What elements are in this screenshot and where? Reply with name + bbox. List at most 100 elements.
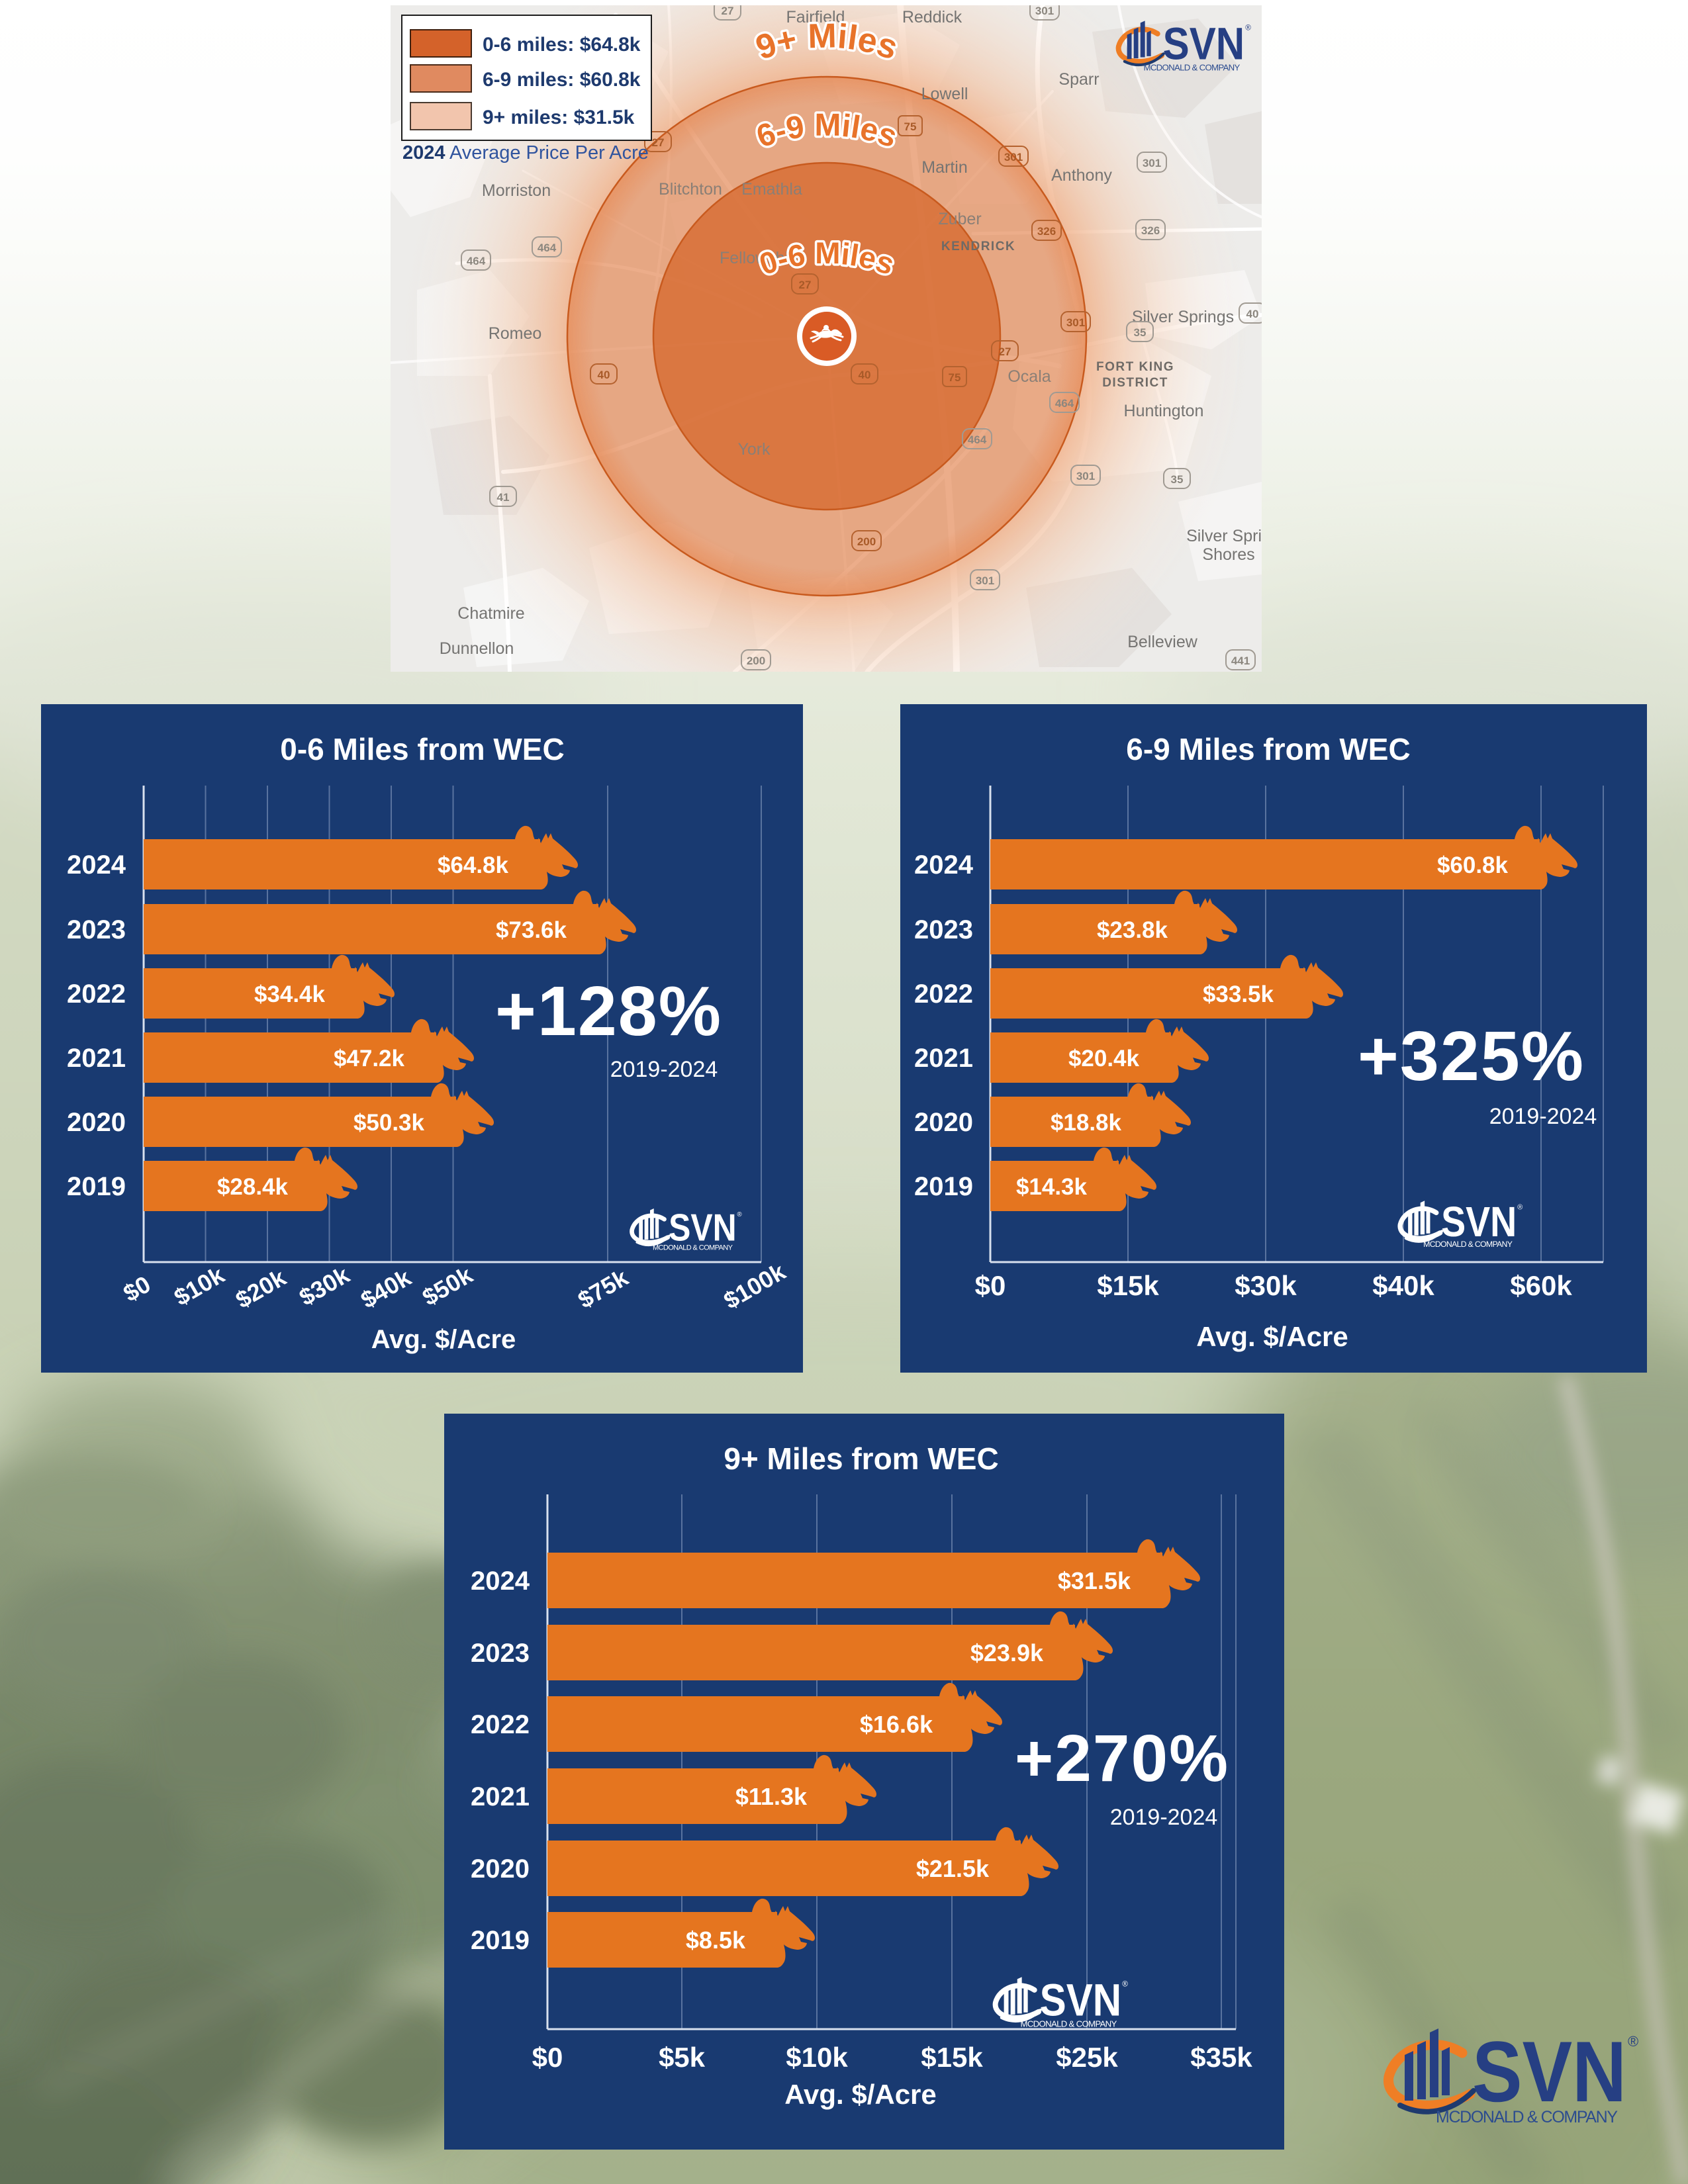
svg-text:$40k: $40k	[356, 1263, 416, 1314]
svg-text:$10k: $10k	[786, 2042, 848, 2073]
svg-text:464: 464	[1055, 397, 1074, 410]
svg-text:+128%: +128%	[495, 972, 722, 1050]
svg-text:$50k: $50k	[418, 1261, 478, 1311]
svg-text:$15k: $15k	[921, 2042, 983, 2073]
svg-text:Martin: Martin	[921, 158, 967, 177]
svg-text:$35k: $35k	[1190, 2042, 1252, 2073]
svg-text:27: 27	[799, 279, 812, 291]
svg-text:Zuber: Zuber	[938, 210, 981, 228]
svg-text:$11.3k: $11.3k	[735, 1783, 808, 1810]
svg-text:2019: 2019	[914, 1172, 973, 1201]
svg-text:2019-2024: 2019-2024	[610, 1057, 718, 1082]
svg-text:$60k: $60k	[1510, 1270, 1572, 1301]
svg-text:$34.4k: $34.4k	[254, 981, 326, 1007]
svg-text:Fellowship: Fellowship	[720, 249, 798, 267]
svg-text:SVN: SVN	[1472, 2023, 1626, 2120]
svg-text:$47.2k: $47.2k	[334, 1046, 405, 1071]
svg-text:York: York	[737, 440, 771, 459]
svg-text:$0: $0	[532, 2042, 563, 2073]
svg-text:Morriston: Morriston	[482, 181, 551, 200]
svg-text:27: 27	[652, 136, 665, 149]
svg-text:Avg. $/Acre: Avg. $/Acre	[784, 2079, 937, 2110]
svg-text:Emathla: Emathla	[741, 180, 802, 199]
svg-text:301: 301	[976, 574, 994, 587]
svg-text:35: 35	[1171, 473, 1184, 486]
svg-text:®: ®	[1628, 2033, 1638, 2050]
svg-text:Fairfield: Fairfield	[786, 8, 845, 26]
svg-text:MCDONALD & COMPANY: MCDONALD & COMPANY	[1436, 2108, 1620, 2126]
svg-text:$28.4k: $28.4k	[217, 1174, 289, 1200]
svg-text:Belleview: Belleview	[1127, 633, 1198, 651]
svg-text:$18.8k: $18.8k	[1051, 1110, 1122, 1136]
svg-text:75: 75	[904, 120, 917, 133]
svg-text:2019: 2019	[67, 1172, 126, 1201]
svg-text:2024: 2024	[914, 850, 974, 880]
svg-text:200: 200	[747, 655, 765, 667]
svg-text:$14.3k: $14.3k	[1016, 1174, 1088, 1200]
svg-text:40: 40	[1246, 308, 1259, 320]
svg-text:$16.6k: $16.6k	[860, 1711, 933, 1738]
svg-text:DISTRICT: DISTRICT	[1102, 376, 1168, 390]
svg-text:+270%: +270%	[1015, 1721, 1229, 1796]
svg-text:301: 301	[1066, 316, 1085, 329]
svg-text:6-9 Miles from WEC: 6-9 Miles from WEC	[1126, 732, 1410, 766]
svg-text:2023: 2023	[471, 1639, 530, 1668]
svg-text:200: 200	[857, 535, 876, 548]
svg-text:2020: 2020	[67, 1108, 126, 1137]
svg-text:2022: 2022	[67, 979, 126, 1009]
svg-text:$0: $0	[975, 1270, 1006, 1301]
svg-text:2021: 2021	[471, 1782, 530, 1811]
svg-text:41: 41	[497, 491, 510, 504]
svg-text:Avg. $/Acre: Avg. $/Acre	[371, 1325, 516, 1354]
svg-text:®: ®	[1245, 24, 1251, 32]
svg-text:40: 40	[598, 369, 610, 381]
svg-text:2019: 2019	[471, 1926, 530, 1955]
svg-text:$64.8k: $64.8k	[438, 852, 509, 878]
svg-text:9+ Miles from WEC: 9+ Miles from WEC	[724, 1441, 998, 1476]
svg-text:40: 40	[859, 369, 871, 381]
svg-text:75: 75	[949, 371, 961, 384]
svg-text:441: 441	[1231, 655, 1250, 667]
svg-text:$60.8k: $60.8k	[1437, 852, 1509, 878]
svg-text:2020: 2020	[914, 1108, 973, 1137]
svg-text:$20.4k: $20.4k	[1068, 1046, 1140, 1071]
svg-text:301: 301	[1035, 5, 1054, 17]
svg-text:Anthony: Anthony	[1051, 166, 1112, 185]
svg-text:$31.5k: $31.5k	[1058, 1567, 1131, 1594]
svg-text:326: 326	[1141, 224, 1160, 237]
svg-text:2019-2024: 2019-2024	[1110, 1805, 1218, 1830]
svg-text:Romeo: Romeo	[489, 324, 542, 343]
svg-text:Ocala: Ocala	[1008, 367, 1051, 386]
svg-text:$0: $0	[118, 1270, 155, 1307]
svg-text:$30k: $30k	[295, 1261, 355, 1311]
svg-text:Silver Sprin: Silver Sprin	[1186, 527, 1262, 545]
svg-text:301: 301	[1004, 151, 1023, 163]
svg-text:301: 301	[1143, 157, 1161, 169]
svg-text:Huntington: Huntington	[1124, 402, 1204, 420]
svg-text:SVN: SVN	[1163, 19, 1244, 69]
svg-text:326: 326	[1037, 225, 1056, 238]
svg-text:Reddick: Reddick	[902, 8, 962, 26]
svg-text:Chatmire: Chatmire	[457, 604, 524, 623]
svg-text:$23.9k: $23.9k	[970, 1639, 1044, 1666]
svg-text:$20k: $20k	[231, 1263, 291, 1314]
svg-text:$75k: $75k	[573, 1263, 633, 1314]
svg-text:2023: 2023	[914, 915, 973, 944]
svg-text:$5k: $5k	[659, 2042, 706, 2073]
svg-text:301: 301	[1076, 470, 1095, 482]
svg-text:$30k: $30k	[1235, 1270, 1297, 1301]
svg-text:27: 27	[999, 345, 1011, 358]
svg-text:Lowell: Lowell	[921, 85, 968, 103]
svg-text:Silver Springs: Silver Springs	[1132, 308, 1234, 326]
svg-text:Dunnellon: Dunnellon	[440, 639, 514, 658]
svg-text:464: 464	[968, 433, 987, 446]
svg-text:Sparr: Sparr	[1058, 70, 1099, 89]
svg-text:2023: 2023	[67, 915, 126, 944]
svg-text:Shores: Shores	[1202, 545, 1254, 564]
svg-text:27: 27	[722, 5, 734, 17]
svg-text:35: 35	[1134, 326, 1147, 339]
svg-text:$23.8k: $23.8k	[1097, 917, 1168, 943]
svg-text:$100k: $100k	[719, 1257, 790, 1314]
svg-text:2022: 2022	[914, 979, 973, 1009]
svg-text:$73.6k: $73.6k	[496, 917, 567, 943]
